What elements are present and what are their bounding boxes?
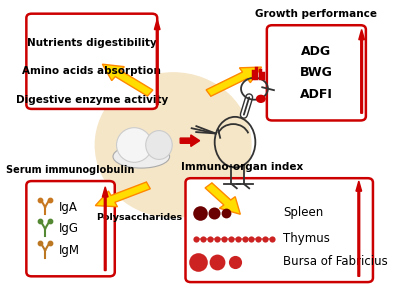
Point [269,236,275,241]
Ellipse shape [113,145,170,168]
Text: Bursa of Fabricius: Bursa of Fabricius [283,255,388,268]
FancyBboxPatch shape [267,25,366,120]
Point [210,211,217,215]
FancyArrow shape [102,64,153,96]
FancyArrow shape [359,30,364,113]
Point [255,236,262,241]
Point [220,236,227,241]
Point [214,260,220,264]
FancyArrow shape [95,182,150,207]
FancyArrow shape [205,183,240,214]
Text: ADG: ADG [301,45,332,58]
Ellipse shape [116,128,152,162]
Point [37,241,44,245]
FancyBboxPatch shape [186,178,373,282]
Circle shape [256,95,265,102]
Point [193,236,199,241]
Text: Spleen: Spleen [283,206,323,219]
Point [46,219,53,224]
FancyBboxPatch shape [26,181,115,276]
Text: Digestive enzyme activity: Digestive enzyme activity [16,95,168,105]
Ellipse shape [146,130,172,160]
FancyArrow shape [206,67,262,96]
FancyArrow shape [180,135,200,146]
Text: Thymus: Thymus [283,232,330,245]
Text: Polysaccharides: Polysaccharides [96,213,182,222]
Point [195,260,201,264]
Point [200,236,206,241]
Text: Growth performance: Growth performance [255,10,377,19]
FancyArrow shape [102,187,108,271]
Text: Immuno-organ index: Immuno-organ index [181,162,303,173]
Point [37,219,44,224]
Text: ADFI: ADFI [300,88,333,101]
Text: Amino acids absorption: Amino acids absorption [22,66,161,76]
Point [37,197,44,202]
Point [46,241,53,245]
Point [234,236,241,241]
Text: Serum immunoglobulin: Serum immunoglobulin [6,165,135,175]
FancyArrow shape [356,181,362,276]
Point [46,197,53,202]
FancyArrow shape [154,19,160,105]
Point [248,236,255,241]
Point [207,236,213,241]
Text: BWG: BWG [300,66,333,79]
FancyBboxPatch shape [26,14,157,109]
Text: Nutrients digestibility: Nutrients digestibility [27,37,157,48]
Point [228,236,234,241]
Text: IgG: IgG [58,222,78,235]
Text: IgA: IgA [58,201,78,213]
Point [232,260,238,264]
Text: IgM: IgM [58,244,80,257]
Point [262,236,268,241]
Point [223,211,229,215]
Point [241,236,248,241]
Ellipse shape [95,73,251,217]
Point [196,211,203,215]
Point [214,236,220,241]
